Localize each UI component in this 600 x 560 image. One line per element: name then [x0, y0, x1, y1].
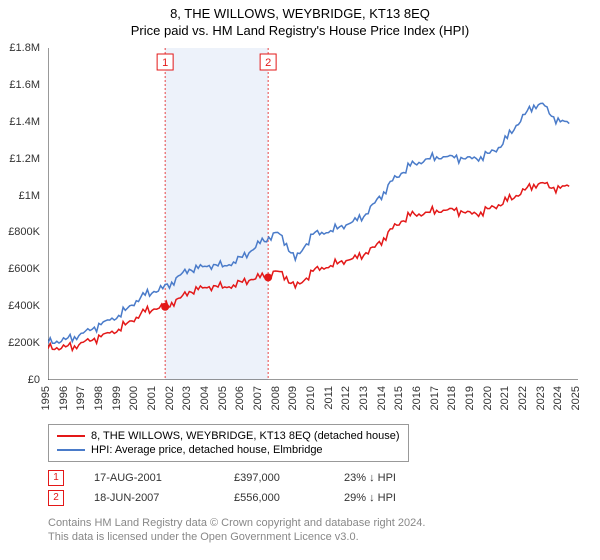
x-tick-label: 2017 — [429, 386, 441, 410]
x-tick-label: 2004 — [199, 386, 211, 410]
x-tick-label: 2008 — [270, 386, 282, 410]
legend-item-hpi: HPI: Average price, detached house, Elmb… — [57, 443, 400, 457]
txn-price-2: £556,000 — [234, 492, 314, 504]
x-tick-label: 1999 — [111, 386, 123, 410]
x-tick-label: 2020 — [482, 386, 494, 410]
x-tick-label: 2003 — [181, 386, 193, 410]
x-tick-label: 2002 — [164, 386, 176, 410]
legend-swatch-property — [57, 435, 85, 437]
x-tick-label: 2000 — [128, 386, 140, 410]
chart-subtitle: Price paid vs. HM Land Registry's House … — [0, 21, 600, 38]
x-tick-label: 1997 — [75, 386, 87, 410]
legend-item-property: 8, THE WILLOWS, WEYBRIDGE, KT13 8EQ (det… — [57, 429, 400, 443]
x-tick-label: 2023 — [535, 386, 547, 410]
x-tick-label: 2013 — [358, 386, 370, 410]
chart-svg: 12 — [48, 48, 578, 380]
x-tick-label: 2006 — [234, 386, 246, 410]
marker-badge-2: 2 — [48, 490, 64, 506]
x-tick-label: 2019 — [464, 386, 476, 410]
x-tick-label: 2021 — [499, 386, 511, 410]
y-axis-labels: £0£200K£400K£600K£800K£1M£1.2M£1.4M£1.6M… — [0, 42, 44, 382]
footer-line-1: Contains HM Land Registry data © Crown c… — [48, 516, 425, 530]
y-tick-label: £200K — [8, 337, 40, 349]
x-tick-label: 2025 — [570, 386, 582, 410]
transaction-row-2: 2 18-JUN-2007 £556,000 29% ↓ HPI — [48, 488, 444, 508]
x-tick-label: 2015 — [393, 386, 405, 410]
x-tick-label: 2012 — [340, 386, 352, 410]
y-tick-label: £1M — [19, 190, 40, 202]
legend-label-property: 8, THE WILLOWS, WEYBRIDGE, KT13 8EQ (det… — [91, 430, 400, 442]
legend-label-hpi: HPI: Average price, detached house, Elmb… — [91, 444, 323, 456]
x-axis-labels: 1995199619971998199920002001200220032004… — [48, 384, 578, 424]
x-tick-label: 2016 — [411, 386, 423, 410]
y-tick-label: £0 — [28, 374, 40, 386]
x-tick-label: 2018 — [446, 386, 458, 410]
legend-swatch-hpi — [57, 449, 85, 451]
txn-pct-1: 23% ↓ HPI — [344, 472, 444, 484]
x-tick-label: 2009 — [287, 386, 299, 410]
txn-date-1: 17-AUG-2001 — [94, 472, 204, 484]
y-tick-label: £1.6M — [9, 79, 40, 91]
x-tick-label: 2010 — [305, 386, 317, 410]
svg-text:1: 1 — [162, 57, 168, 69]
footer: Contains HM Land Registry data © Crown c… — [48, 516, 425, 545]
txn-date-2: 18-JUN-2007 — [94, 492, 204, 504]
marker-badge-1: 1 — [48, 470, 64, 486]
plot-area: 12 — [48, 48, 578, 380]
x-tick-label: 2024 — [552, 386, 564, 410]
x-tick-label: 1995 — [40, 386, 52, 410]
chart-container: 8, THE WILLOWS, WEYBRIDGE, KT13 8EQ Pric… — [0, 0, 600, 560]
footer-line-2: This data is licensed under the Open Gov… — [48, 530, 425, 544]
txn-price-1: £397,000 — [234, 472, 314, 484]
x-tick-label: 2001 — [146, 386, 158, 410]
transaction-table: 1 17-AUG-2001 £397,000 23% ↓ HPI 2 18-JU… — [48, 468, 444, 508]
x-tick-label: 2011 — [323, 386, 335, 410]
y-tick-label: £800K — [8, 226, 40, 238]
chart-title: 8, THE WILLOWS, WEYBRIDGE, KT13 8EQ — [0, 0, 600, 21]
svg-text:2: 2 — [265, 57, 271, 69]
x-tick-label: 2022 — [517, 386, 529, 410]
x-tick-label: 1996 — [58, 386, 70, 410]
y-tick-label: £400K — [8, 300, 40, 312]
y-tick-label: £1.8M — [9, 42, 40, 54]
transaction-row-1: 1 17-AUG-2001 £397,000 23% ↓ HPI — [48, 468, 444, 488]
x-tick-label: 2005 — [217, 386, 229, 410]
y-tick-label: £1.4M — [9, 116, 40, 128]
x-tick-label: 2014 — [376, 386, 388, 410]
y-tick-label: £600K — [8, 263, 40, 275]
y-tick-label: £1.2M — [9, 153, 40, 165]
txn-pct-2: 29% ↓ HPI — [344, 492, 444, 504]
x-tick-label: 2007 — [252, 386, 264, 410]
legend: 8, THE WILLOWS, WEYBRIDGE, KT13 8EQ (det… — [48, 424, 409, 462]
x-tick-label: 1998 — [93, 386, 105, 410]
